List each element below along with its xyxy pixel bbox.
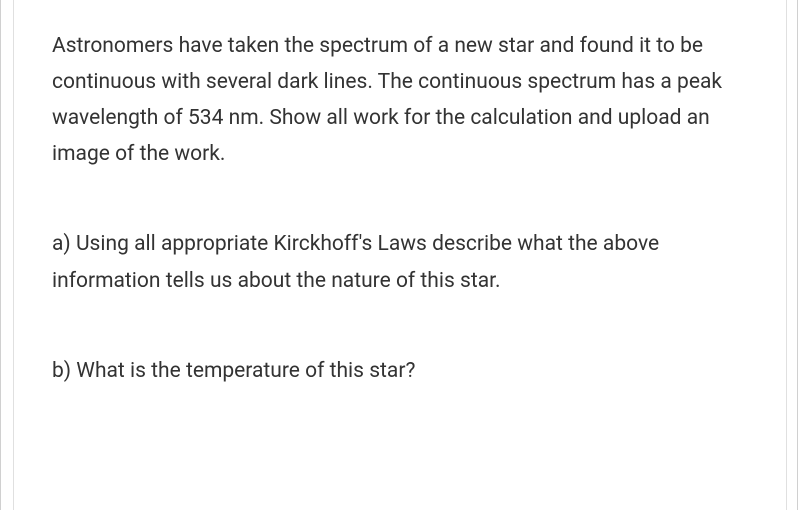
content-frame: Astronomers have taken the spectrum of a… [13,0,787,510]
question-part-a: a) Using all appropriate Kirckhoff's Law… [52,226,748,298]
outer-border: Astronomers have taken the spectrum of a… [0,0,798,510]
question-part-b: b) What is the temperature of this star? [52,353,748,389]
problem-prompt: Astronomers have taken the spectrum of a… [52,28,748,172]
